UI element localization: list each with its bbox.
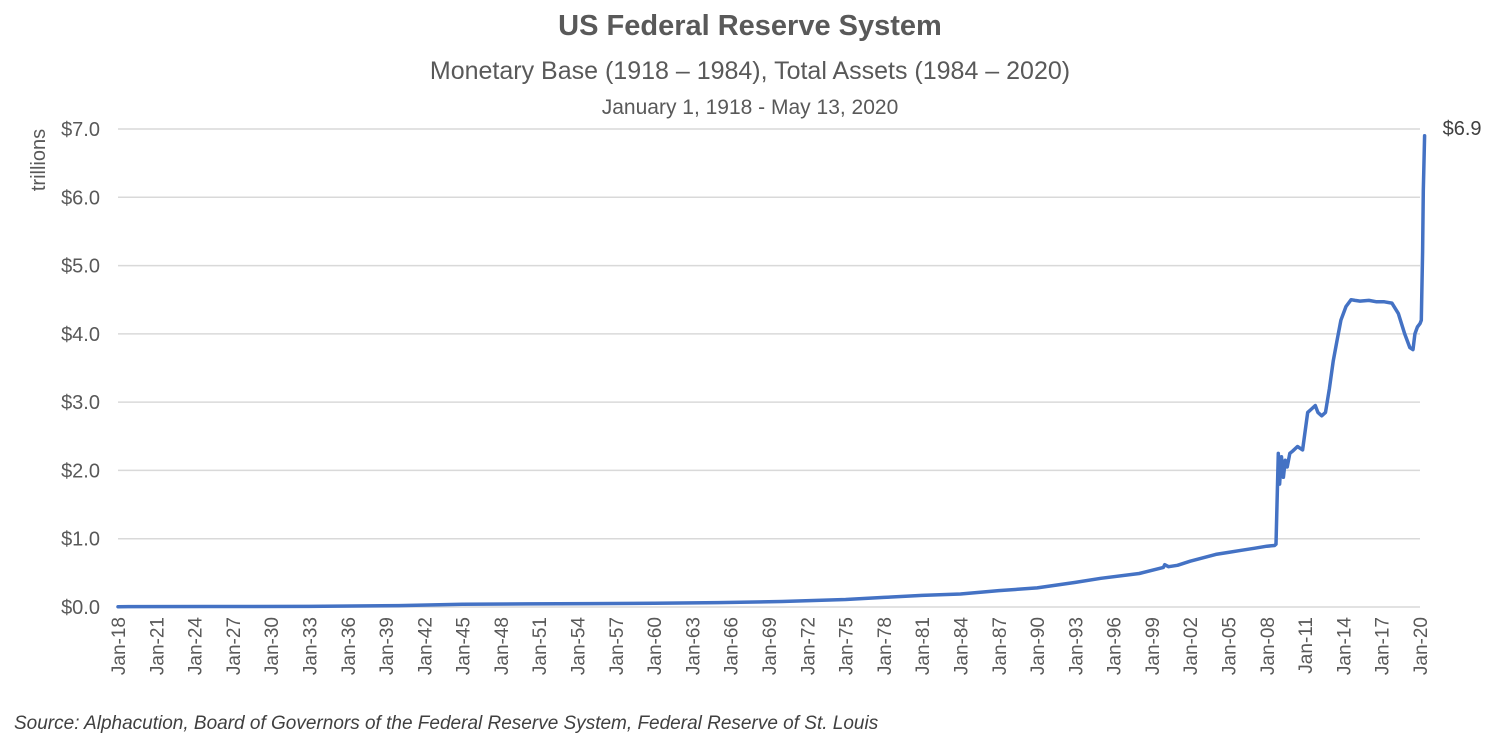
- x-tick-label: Jan-14: [1334, 617, 1355, 676]
- x-tick-label: Jan-02: [1181, 617, 1202, 675]
- x-tick-label: Jan-11: [1296, 617, 1317, 674]
- x-tick-label: Jan-87: [990, 617, 1011, 675]
- y-tick-label: $5.0: [61, 256, 100, 278]
- x-axis-ticks: Jan-18 Jan-21 Jan-24 Jan-27 Jan-30 Jan-33 Jan-…: [109, 617, 1432, 676]
- x-tick-label: Jan-96: [1105, 617, 1126, 675]
- x-tick-label: Jan-27: [224, 617, 245, 675]
- series-line: [116, 134, 1427, 609]
- x-tick-label: Jan-45: [454, 617, 475, 675]
- x-tick-label: Jan-57: [607, 617, 628, 675]
- x-tick-label: Jan-36: [339, 617, 360, 675]
- x-tick-label: Jan-18: [109, 617, 130, 675]
- y-tick-label: $1.0: [61, 529, 100, 551]
- x-tick-label: Jan-99: [1143, 617, 1164, 675]
- x-tick-label: Jan-63: [683, 617, 704, 675]
- y-axis-label: trillions: [28, 129, 50, 191]
- x-tick-label: Jan-42: [415, 617, 436, 675]
- x-tick-label: Jan-69: [760, 617, 781, 675]
- x-tick-label: Jan-33: [300, 617, 321, 675]
- x-tick-label: Jan-48: [492, 617, 513, 675]
- x-tick-label: Jan-75: [837, 617, 858, 675]
- annotations-layer: $6.9: [1443, 118, 1482, 140]
- x-tick-label: Jan-39: [377, 617, 398, 675]
- source-note: Source: Alphacution, Board of Governors …: [14, 713, 879, 734]
- x-tick-label: Jan-66: [722, 617, 743, 675]
- x-tick-label: Jan-78: [875, 617, 896, 675]
- x-tick-label: Jan-30: [262, 617, 283, 675]
- y-tick-label: $6.0: [61, 187, 100, 209]
- x-tick-label: Jan-05: [1220, 617, 1241, 675]
- y-tick-label: $4.0: [61, 324, 100, 346]
- x-tick-label: Jan-60: [645, 617, 666, 675]
- x-tick-label: Jan-24: [186, 617, 207, 676]
- gridlines: [118, 128, 1420, 608]
- x-tick-label: Jan-81: [913, 617, 934, 675]
- x-tick-label: Jan-21: [147, 617, 168, 675]
- x-tick-label: Jan-54: [569, 617, 590, 676]
- x-tick-label: Jan-17: [1373, 617, 1394, 675]
- y-axis-ticks: $0.0 $1.0 $2.0 $3.0 $4.0 $5.0 $6.0 $7.0: [61, 119, 100, 619]
- x-tick-label: Jan-20: [1411, 617, 1432, 675]
- series-layer: [116, 134, 1427, 609]
- x-tick-label: Jan-08: [1258, 617, 1279, 675]
- x-tick-label: Jan-90: [1028, 617, 1049, 675]
- chart-subtitle: Monetary Base (1918 – 1984), Total Asset…: [429, 57, 1071, 85]
- chart-date-range: January 1, 1918 - May 13, 2020: [601, 96, 899, 119]
- x-tick-label: Jan-93: [1066, 617, 1087, 675]
- x-tick-label: Jan-72: [798, 617, 819, 675]
- y-tick-label: $3.0: [61, 392, 100, 414]
- y-tick-label: $0.0: [61, 597, 100, 619]
- data-label: $6.9: [1443, 118, 1482, 140]
- y-tick-label: $2.0: [61, 460, 100, 482]
- y-tick-label: $7.0: [61, 119, 100, 141]
- x-tick-label: Jan-51: [530, 617, 551, 675]
- x-tick-label: Jan-84: [951, 617, 972, 676]
- chart-title: US Federal Reserve System: [558, 10, 942, 42]
